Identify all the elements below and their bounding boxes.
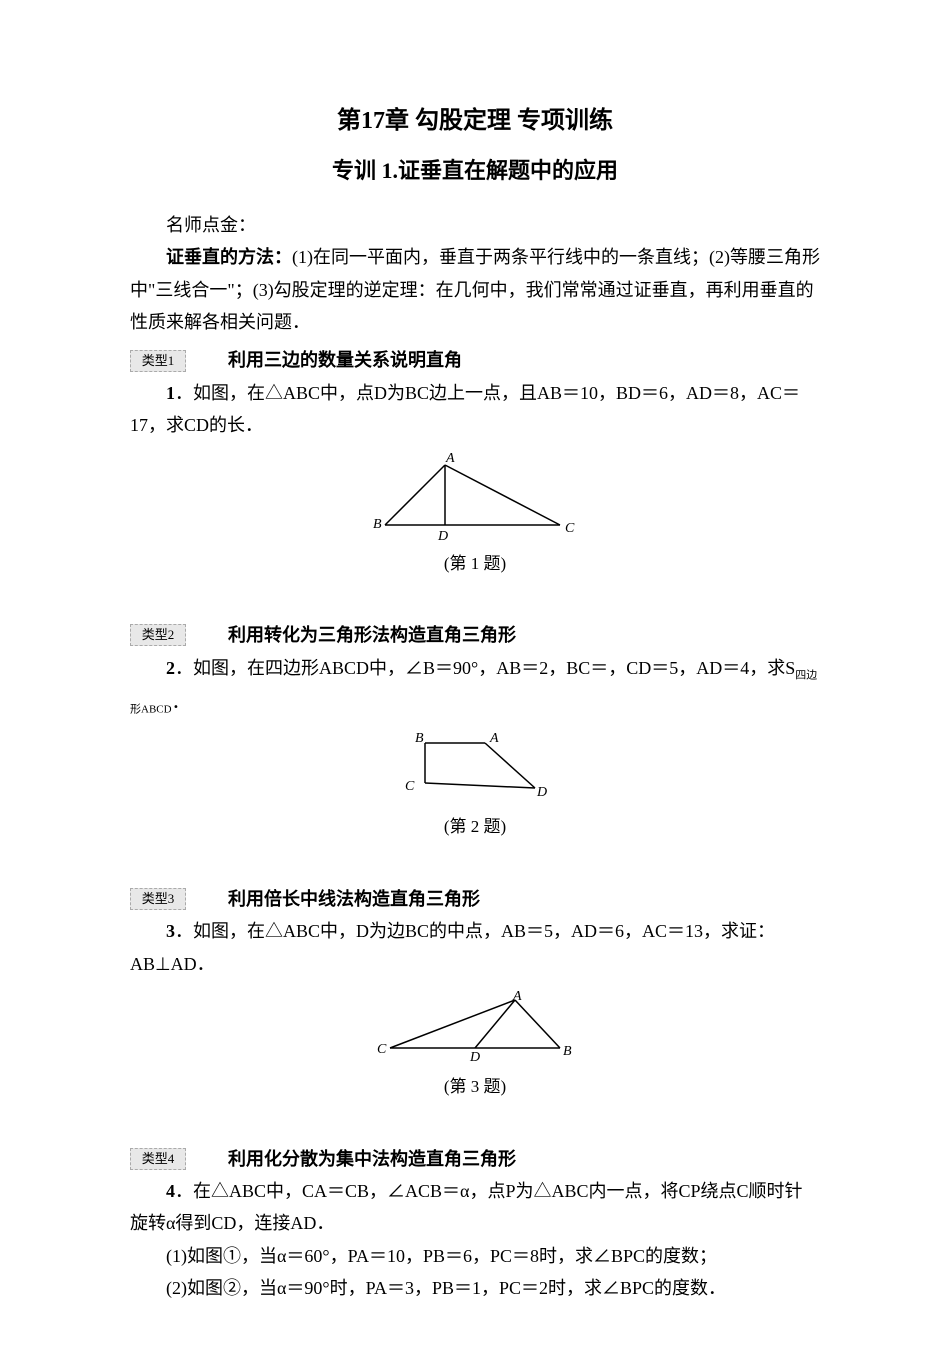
problem-3-num: 3 (166, 921, 175, 941)
svg-text:B: B (373, 517, 382, 532)
intro-body: 证垂直的方法：(1)在同一平面内，垂直于两条平行线中的一条直线；(2)等腰三角形… (130, 241, 820, 338)
page-title-sub: 专训 1.证垂直在解题中的应用 (130, 151, 820, 191)
section-badge-4: 类型4 (130, 1148, 186, 1170)
section-badge-2: 类型2 (130, 624, 186, 646)
problem-4: 4．在△ABC中，CA＝CB，∠ACB＝α，点P为△ABC内一点，将CP绕点C顺… (130, 1175, 820, 1240)
figure-1-svg: A B D C (355, 450, 595, 545)
problem-3: 3．如图，在△ABC中，D为边BC的中点，AB＝5，AD＝6，AC＝13，求证：… (130, 915, 820, 980)
problem-4-num: 4 (166, 1181, 175, 1201)
figure-1-caption: (第 1 题) (130, 549, 820, 580)
svg-text:B: B (415, 731, 424, 746)
svg-text:C: C (565, 521, 575, 536)
figure-3-svg: A C D B (365, 988, 585, 1068)
section-title-2: 利用转化为三角形法构造直角三角形 (192, 619, 516, 651)
figure-1: A B D C (第 1 题) (130, 450, 820, 580)
section-badge-1: 类型1 (130, 350, 186, 372)
problem-4-sub1: (1)如图①，当α＝60°，PA＝10，PB＝6，PC＝8时，求∠BPC的度数； (130, 1240, 820, 1272)
section-3-header: 类型3 利用倍长中线法构造直角三角形 (130, 883, 820, 915)
section-badge-3: 类型3 (130, 888, 186, 910)
svg-text:A: A (512, 989, 522, 1004)
problem-1-num: 1 (166, 383, 175, 403)
problem-4-sub2: (2)如图②，当α＝90°时，PA＝3，PB＝1，PC＝2时，求∠BPC的度数． (130, 1272, 820, 1304)
svg-text:C: C (377, 1042, 387, 1057)
problem-2-tail: ． (172, 692, 190, 712)
svg-text:D: D (437, 529, 448, 544)
problem-1: 1．如图，在△ABC中，点D为BC边上一点，且AB＝10，BD＝6，AD＝8，A… (130, 377, 820, 442)
svg-text:C: C (405, 779, 415, 794)
problem-3-text: ．如图，在△ABC中，D为边BC的中点，AB＝5，AD＝6，AC＝13，求证：A… (130, 921, 775, 973)
problem-2-text: ．如图，在四边形ABCD中，∠B＝90°，AB＝2，BC＝，CD＝5，AD＝4，… (175, 658, 795, 678)
intro-label: 名师点金： (130, 209, 820, 241)
figure-2-caption: (第 2 题) (130, 812, 820, 843)
svg-text:A: A (489, 731, 499, 746)
section-title-3: 利用倍长中线法构造直角三角形 (192, 883, 480, 915)
problem-2-num: 2 (166, 658, 175, 678)
figure-2: B A C D (第 2 题) (130, 728, 820, 843)
figure-2-svg: B A C D (385, 728, 565, 808)
section-title-1: 利用三边的数量关系说明直角 (192, 344, 462, 376)
section-title-4: 利用化分散为集中法构造直角三角形 (192, 1143, 516, 1175)
problem-1-text: ．如图，在△ABC中，点D为BC边上一点，且AB＝10，BD＝6，AD＝8，AC… (130, 383, 800, 435)
svg-text:D: D (536, 785, 547, 800)
svg-text:D: D (469, 1050, 480, 1065)
problem-2: 2．如图，在四边形ABCD中，∠B＝90°，AB＝2，BC＝，CD＝5，AD＝4… (130, 652, 820, 721)
figure-3-caption: (第 3 题) (130, 1072, 820, 1103)
section-1-header: 类型1 利用三边的数量关系说明直角 (130, 344, 820, 376)
problem-4-text: ．在△ABC中，CA＝CB，∠ACB＝α，点P为△ABC内一点，将CP绕点C顺时… (130, 1181, 803, 1233)
page-title-main: 第17章 勾股定理 专项训练 (130, 100, 820, 143)
svg-text:B: B (563, 1044, 572, 1059)
section-2-header: 类型2 利用转化为三角形法构造直角三角形 (130, 619, 820, 651)
section-4-header: 类型4 利用化分散为集中法构造直角三角形 (130, 1143, 820, 1175)
figure-3: A C D B (第 3 题) (130, 988, 820, 1103)
intro-bold: 证垂直的方法： (166, 247, 292, 267)
svg-text:A: A (445, 451, 455, 466)
